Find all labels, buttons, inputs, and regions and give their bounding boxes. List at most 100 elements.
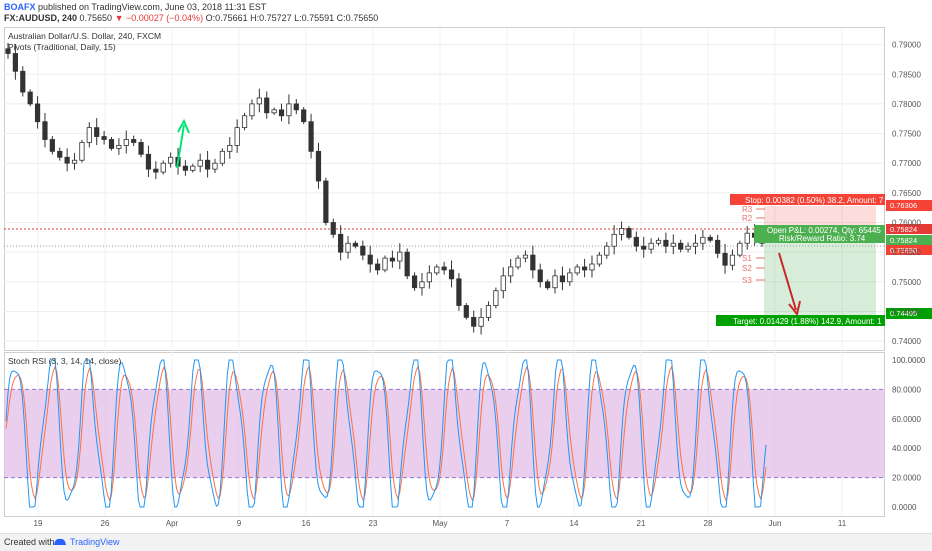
candle-body [574,266,580,274]
candle-body [86,127,92,143]
candle-body [367,254,373,265]
candle-body [522,254,529,259]
green-up-arrow [176,118,190,169]
entry-price-tag-a: 0.75824 [890,225,917,234]
entry-price-tag-b: 0.75824 [890,236,917,245]
candle-body [397,251,403,262]
candle-body [57,150,63,158]
price-tick-label: 0.74500 [892,307,921,316]
created-with-text: Created with [4,537,55,547]
candle-body [42,121,48,140]
candle-body [145,153,152,170]
time-tick-label: 23 [369,519,378,528]
candle-body [596,254,602,265]
publish-info: BOAFX published on TradingView.com, June… [4,2,266,12]
candle-body [559,275,566,283]
pivot-r2: R2 [742,214,753,223]
time-tick-label: 26 [101,519,110,528]
candle-body [567,272,573,283]
rsi-tick-label: 100.0000 [892,356,926,365]
author-name[interactable]: BOAFX [4,2,36,12]
candle-body [345,242,351,253]
rsi-tick-label: 0.0000 [892,503,917,512]
candle-body [471,316,477,327]
candle-body [508,266,514,277]
tradingview-link[interactable]: TradingView [70,537,120,547]
stop-label: Stop: 0.00382 (0.50%) 38.2, Amount: 7 [745,196,884,205]
candle-body [131,139,137,143]
candle-body [589,263,595,271]
candle-body [545,281,551,289]
candle-body [323,180,329,223]
candle-body [360,245,366,256]
candle-body [20,70,26,93]
time-tick-label: Apr [166,519,179,528]
time-tick-label: 19 [34,519,43,528]
time-tick-label: May [432,519,447,528]
candle-body [182,165,189,171]
price-tick-label: 0.78000 [892,100,921,109]
pnl-label-box [754,225,885,243]
candle-body [79,142,85,161]
price-change: ▼ −0.00027 (−0.04%) [114,13,204,23]
candle-body [71,159,78,164]
time-tick-label: 11 [838,519,847,528]
candle-body [626,228,632,238]
candle-body [537,269,543,283]
candle-body [729,254,736,266]
candle-body [12,53,18,72]
candle-body [308,121,314,152]
pivot-s2: S2 [742,264,752,273]
candle-body [27,91,33,105]
candle-body [419,281,425,289]
rsi-tick-label: 40.0000 [892,444,921,453]
last-price: 0.75650 [79,13,113,23]
candle-body [108,139,115,149]
candle-body [685,245,691,250]
symbol-label: FX:AUDUSD, 240 [4,13,78,23]
candle-body [352,242,359,247]
candle-body [648,242,654,250]
stop-label-box [730,194,885,205]
candle-body [382,257,388,271]
target-price-tag-bg [886,308,932,319]
time-tick-label: 7 [505,519,510,528]
candle-body [375,263,381,271]
candle-body [515,257,521,268]
target-zone [764,241,876,317]
price-tick-label: 0.77000 [892,159,921,168]
candle-body [197,159,203,167]
candle-body [715,239,721,254]
price-tick-label: 0.76000 [892,219,921,228]
price-chart[interactable]: R3 R2 S1 S2 S3 Stop: 0.00382 (0.50%) 38.… [0,0,932,533]
candle-body [116,145,122,149]
candle-body [700,236,706,244]
candles-group [5,42,765,335]
rr-label: Risk/Reward Ratio: 3.74 [779,234,866,243]
published-text: published on TradingView.com, June 03, 2… [38,2,267,12]
candle-body [692,242,699,247]
pivot-s1: S1 [742,254,752,263]
pivots-indicator-title: Pivots (Traditional, Daily, 15) [8,42,116,52]
candle-body [426,272,432,283]
candle-body [138,142,144,155]
candle-body [744,232,750,244]
candle-body [286,103,292,117]
price-tick-label: 0.76500 [892,189,921,198]
candle-body [101,136,107,140]
candle-body [204,159,211,170]
candle-body [670,242,676,247]
candle-body [581,266,588,271]
candle-body [94,127,100,137]
candle-body [604,245,610,256]
price-tick-label: 0.77500 [892,130,921,139]
red-down-arrow [778,252,801,317]
candle-body [234,127,240,146]
candle-body [641,245,647,250]
candle-body [338,233,344,253]
candle-body [441,266,447,271]
price-tick-label: 0.75500 [892,248,921,257]
stoch-d-line [5,364,767,502]
candle-body [456,278,462,306]
price-tick-label: 0.79000 [892,41,921,50]
